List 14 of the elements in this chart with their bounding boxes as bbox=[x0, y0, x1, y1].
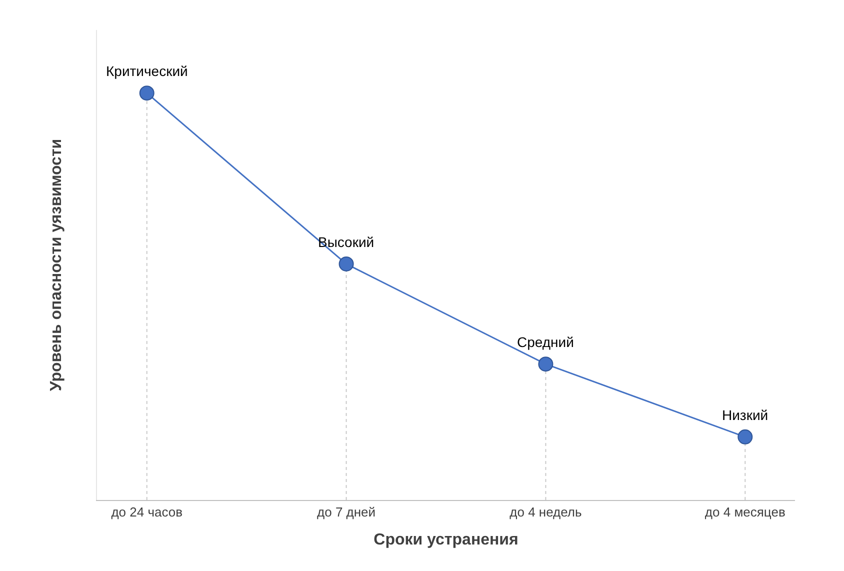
annotation: Высокий bbox=[318, 234, 374, 250]
point bbox=[738, 429, 753, 444]
y-axis-title: Уровень опасности уязвимости bbox=[48, 138, 65, 392]
point bbox=[338, 256, 354, 272]
annotation: Критический bbox=[106, 63, 188, 79]
x-tick-label: до 24 часов bbox=[111, 504, 183, 520]
x-tick-label: до 7 дней bbox=[317, 504, 376, 520]
point bbox=[139, 86, 154, 101]
annotation: Низкий bbox=[722, 407, 768, 423]
x-tick-label: до 4 месяцев bbox=[704, 504, 786, 520]
annotation: Средний bbox=[517, 334, 574, 350]
x-axis-title: Сроки устранения bbox=[374, 531, 518, 548]
point bbox=[538, 356, 554, 372]
x-tick-label: до 4 недель bbox=[510, 504, 582, 520]
